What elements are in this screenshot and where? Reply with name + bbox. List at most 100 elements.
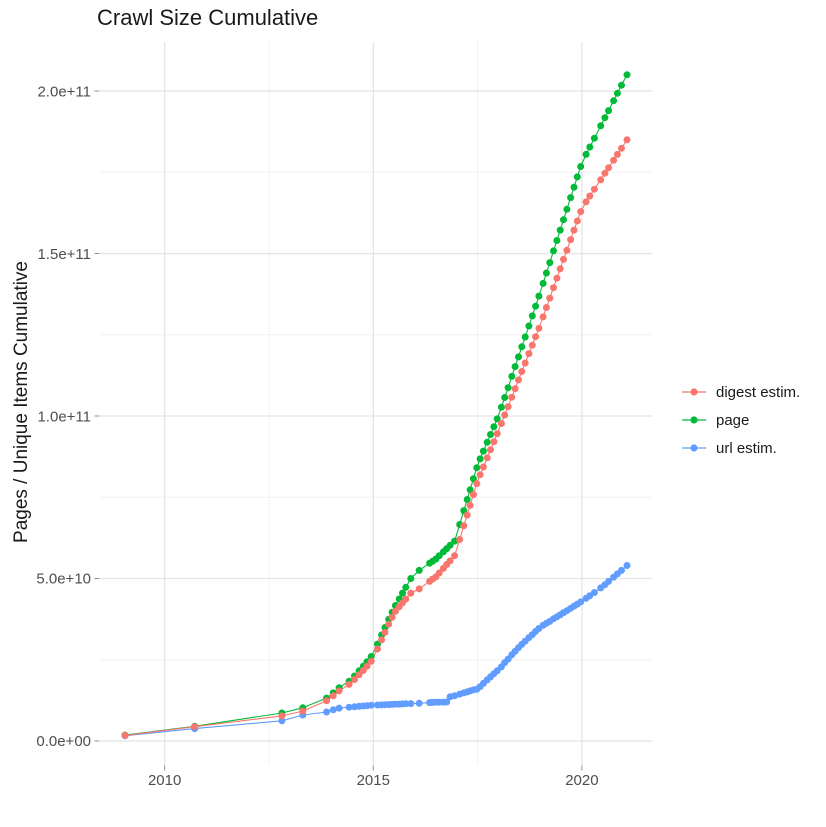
- y-tick-label: 0.0e+00: [36, 733, 91, 750]
- data-point: [610, 156, 618, 164]
- data-point: [476, 471, 484, 479]
- data-point: [532, 302, 540, 310]
- data-point: [582, 150, 590, 158]
- data-point: [367, 701, 375, 709]
- data-point: [483, 454, 491, 462]
- data-point: [451, 552, 459, 560]
- data-point: [385, 620, 393, 628]
- data-point: [521, 359, 529, 367]
- data-point: [463, 496, 471, 503]
- data-point: [539, 313, 547, 321]
- data-point: [501, 411, 509, 419]
- data-point: [402, 595, 410, 603]
- legend-key-icon-url: [682, 444, 706, 452]
- data-point: [335, 687, 343, 695]
- data-point: [515, 353, 522, 361]
- data-point: [407, 575, 415, 582]
- data-point: [618, 566, 625, 574]
- axis-tick-labels: 0.0e+00 5.0e+10 1.0e+11 1.5e+11 2.0e+11 2010 2…: [36, 83, 598, 789]
- data-point: [590, 134, 598, 142]
- data-point: [463, 511, 471, 519]
- data-point: [355, 671, 363, 679]
- data-point: [597, 176, 605, 184]
- data-point: [443, 698, 451, 706]
- y-tick-label: 2.0e+11: [37, 83, 91, 100]
- data-point: [493, 415, 501, 423]
- data-point: [278, 717, 286, 725]
- data-point: [487, 431, 494, 438]
- data-point: [329, 692, 337, 700]
- data-point: [597, 122, 605, 130]
- data-point: [456, 536, 464, 543]
- data-point: [501, 394, 509, 401]
- legend: digest estim. page url estim.: [681, 378, 800, 462]
- y-tick-label: 1.0e+11: [37, 408, 91, 425]
- data-point: [402, 583, 410, 591]
- data-point: [610, 97, 618, 105]
- data-point: [493, 430, 501, 438]
- data-point: [518, 368, 526, 375]
- data-point: [121, 731, 129, 739]
- data-point: [618, 144, 625, 152]
- data-point: [590, 185, 598, 193]
- data-point: [469, 475, 477, 483]
- data-point: [577, 598, 585, 606]
- data-point: [556, 226, 564, 234]
- data-point: [535, 292, 543, 300]
- data-point: [446, 557, 454, 565]
- data-point: [542, 304, 550, 311]
- data-point: [582, 198, 590, 206]
- data-point: [381, 628, 389, 636]
- data-point: [388, 613, 396, 621]
- data-point: [446, 541, 454, 549]
- data-point: [278, 712, 286, 720]
- legend-key-icon-digest: [682, 388, 706, 396]
- series-points-url-estim-: [121, 562, 631, 740]
- data-point: [570, 183, 578, 191]
- data-point: [560, 216, 567, 224]
- data-point: [613, 150, 621, 158]
- legend-item-url-estim: url estim.: [681, 434, 800, 462]
- data-point: [563, 205, 571, 213]
- data-point: [345, 680, 353, 688]
- chart-title: Crawl Size Cumulative: [97, 5, 319, 30]
- data-point: [479, 463, 487, 471]
- data-point: [402, 700, 410, 708]
- data-point: [556, 265, 564, 273]
- data-point: [605, 164, 613, 172]
- axis-ticks: [94, 90, 583, 771]
- data-point: [504, 403, 512, 411]
- data-point: [573, 217, 581, 225]
- data-point: [532, 333, 540, 341]
- data-point: [613, 89, 621, 97]
- data-point: [335, 704, 343, 712]
- data-point: [490, 438, 498, 446]
- data-point: [367, 653, 375, 660]
- data-point: [299, 707, 307, 715]
- data-point: [546, 259, 554, 267]
- data-point: [605, 577, 613, 585]
- data-point: [473, 464, 481, 472]
- data-point: [487, 446, 494, 454]
- data-point: [399, 589, 406, 597]
- data-point: [415, 699, 423, 707]
- data-point: [623, 71, 631, 79]
- legend-label: digest estim.: [716, 383, 801, 401]
- data-point: [573, 173, 581, 181]
- data-point: [345, 703, 353, 711]
- data-point: [323, 708, 331, 716]
- data-point: [542, 269, 550, 277]
- data-point: [550, 247, 557, 255]
- data-point: [351, 676, 358, 683]
- data-point: [518, 343, 526, 351]
- data-point: [504, 384, 512, 392]
- data-point: [511, 363, 519, 371]
- data-point: [528, 341, 536, 349]
- x-tick-label: 2010: [148, 772, 181, 789]
- data-point: [577, 208, 585, 216]
- data-point: [469, 491, 477, 499]
- legend-item-digest-estim: digest estim.: [681, 378, 800, 406]
- data-point: [590, 589, 598, 596]
